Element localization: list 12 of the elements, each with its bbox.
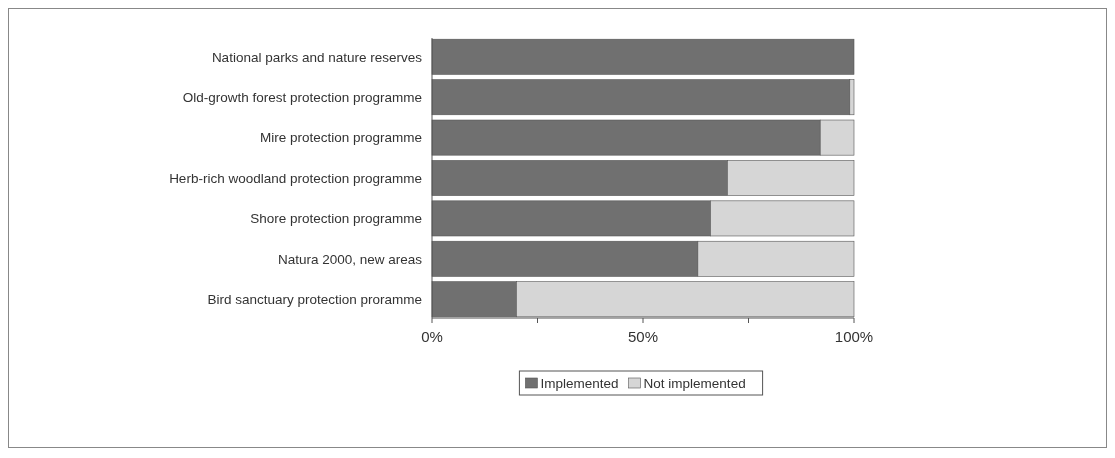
y-tick-label: Old-growth forest protection programme [182,89,422,105]
y-tick-label: National parks and nature reserves [211,49,423,65]
y-tick-label: Natura 2000, new areas [277,251,423,267]
y-tick-label: Herb-rich woodland protection programme [169,170,422,186]
x-tick-label: 100% [834,328,874,345]
legend-label: Implemented [540,375,619,391]
y-tick-label: Mire protection programme [259,130,422,146]
x-tick-label: 0% [421,328,443,345]
y-tick-label: Bird sanctuary protection proramme [207,291,422,307]
y-tick-label: Shore protection programme [250,211,422,227]
x-tick-label: 50% [627,328,659,345]
legend-label: Not implemented [643,375,746,391]
